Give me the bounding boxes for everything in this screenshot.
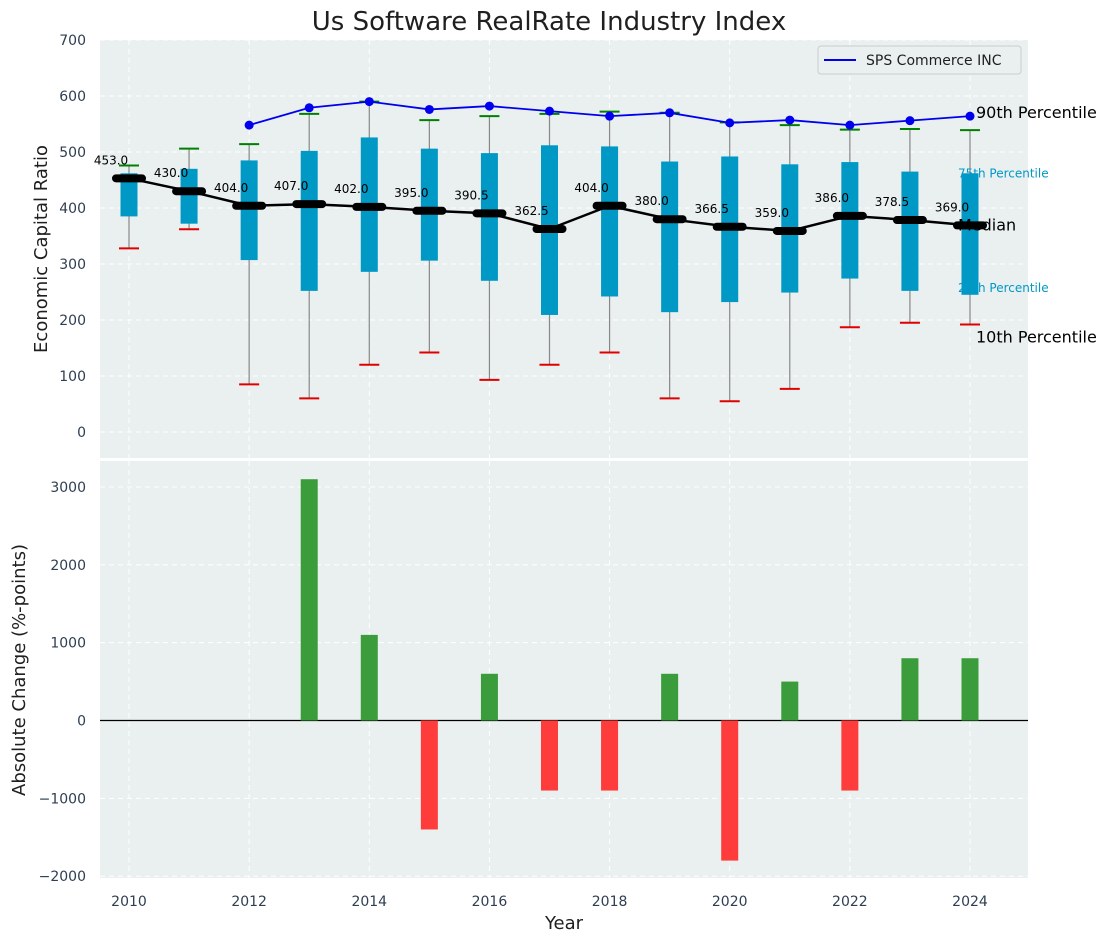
change-bar <box>781 681 799 721</box>
median-value-label: 366.5 <box>695 202 729 216</box>
median-value-label: 453.0 <box>94 153 128 167</box>
company-series-point <box>785 115 795 125</box>
company-series-point <box>665 108 675 118</box>
iqr-box <box>300 150 318 291</box>
top-panel: 0 100 200 300 400 500 600 700 Economic Capital R… <box>31 33 1097 458</box>
median-value-label: 386.0 <box>815 191 849 205</box>
median-value-label: 395.0 <box>394 186 428 200</box>
company-series-point <box>364 97 374 107</box>
bottom-panel-background <box>100 461 1028 878</box>
company-series-point <box>244 120 254 130</box>
bottom-y-tick-label: −2000 <box>39 869 86 885</box>
iqr-box <box>240 160 258 261</box>
bottom-y-tick-label: 3000 <box>50 480 86 496</box>
change-bar <box>901 658 919 721</box>
iqr-box <box>180 168 198 224</box>
x-tick-label: 2020 <box>712 894 748 910</box>
company-series-point <box>965 111 975 121</box>
median-value-label: 362.5 <box>514 204 548 218</box>
company-series-point <box>304 103 314 113</box>
change-bar <box>601 720 619 791</box>
change-bar <box>841 720 859 791</box>
median-value-label: 407.0 <box>274 179 308 193</box>
annotation-p25: 25th Percentile <box>958 281 1049 295</box>
median-value-label: 430.0 <box>154 166 188 180</box>
iqr-box <box>120 173 138 217</box>
iqr-box <box>601 146 619 297</box>
top-y-tick-label: 700 <box>59 33 86 49</box>
median-value-label: 369.0 <box>935 200 969 214</box>
change-bar <box>541 720 558 791</box>
chart-title: Us Software RealRate Industry Index <box>312 7 786 37</box>
company-series-point <box>545 106 554 116</box>
median-value-label: 404.0 <box>574 181 608 195</box>
iqr-box <box>841 162 859 279</box>
company-series-point <box>845 120 855 130</box>
bottom-panel: −2000 −1000 0 1000 2000 3000 2010 2012 2014 2016 2… <box>9 461 1028 934</box>
median-value-label: 404.0 <box>214 181 248 195</box>
annotation-p90: 90th Percentile <box>976 103 1097 122</box>
annotation-p75: 75th Percentile <box>958 166 1049 180</box>
top-y-tick-label: 600 <box>59 89 86 105</box>
bottom-y-axis-title: Absolute Change (%-points) <box>9 544 30 796</box>
change-bar <box>961 658 979 721</box>
annotation-median: Median <box>958 215 1016 234</box>
top-y-tick-label: 200 <box>59 313 86 329</box>
median-value-label: 380.0 <box>634 194 668 208</box>
company-series-point <box>905 116 915 126</box>
x-tick-label: 2014 <box>351 894 387 910</box>
median-value-label: 390.5 <box>454 188 488 202</box>
bottom-y-tick-label: 0 <box>77 714 86 730</box>
x-tick-label: 2022 <box>832 894 868 910</box>
company-series-point <box>725 118 735 128</box>
legend: SPS Commerce INC <box>817 45 1022 75</box>
x-axis-title: Year <box>544 913 584 934</box>
company-series-point <box>424 104 434 114</box>
change-bar <box>661 673 679 721</box>
top-y-tick-label: 0 <box>77 425 86 441</box>
x-tick-label: 2018 <box>592 894 628 910</box>
change-bar <box>480 673 498 721</box>
top-y-tick-label: 400 <box>59 201 86 217</box>
top-y-axis-title: Economic Capital Ratio <box>31 145 52 353</box>
iqr-box <box>961 173 979 295</box>
median-value-label: 378.5 <box>875 195 909 209</box>
x-tick-label: 2010 <box>111 894 147 910</box>
top-panel-background <box>100 40 1028 458</box>
change-bar <box>300 479 318 721</box>
median-value-label: 402.0 <box>334 182 368 196</box>
annotation-p10: 10th Percentile <box>976 327 1097 346</box>
company-series-point <box>484 101 494 111</box>
median-value-label: 359.0 <box>755 206 789 220</box>
legend-entry-label: SPS Commerce INC <box>866 53 1002 69</box>
x-tick-label: 2016 <box>472 894 508 910</box>
change-bar <box>360 634 378 721</box>
iqr-box <box>420 148 438 261</box>
bottom-y-tick-label: 1000 <box>50 636 86 652</box>
iqr-box <box>661 161 679 313</box>
legend-box <box>817 45 1022 75</box>
change-bar <box>420 720 438 830</box>
top-y-tick-label: 100 <box>59 369 86 385</box>
x-tick-label: 2012 <box>231 894 267 910</box>
top-y-tick-label: 300 <box>59 257 86 273</box>
iqr-box <box>901 171 919 291</box>
bottom-y-tick-label: 2000 <box>50 558 86 574</box>
x-tick-label: 2024 <box>952 894 988 910</box>
company-series-point <box>605 111 615 121</box>
bottom-y-tick-label: −1000 <box>39 791 86 807</box>
change-bar <box>721 720 739 861</box>
top-y-tick-label: 500 <box>59 145 86 161</box>
